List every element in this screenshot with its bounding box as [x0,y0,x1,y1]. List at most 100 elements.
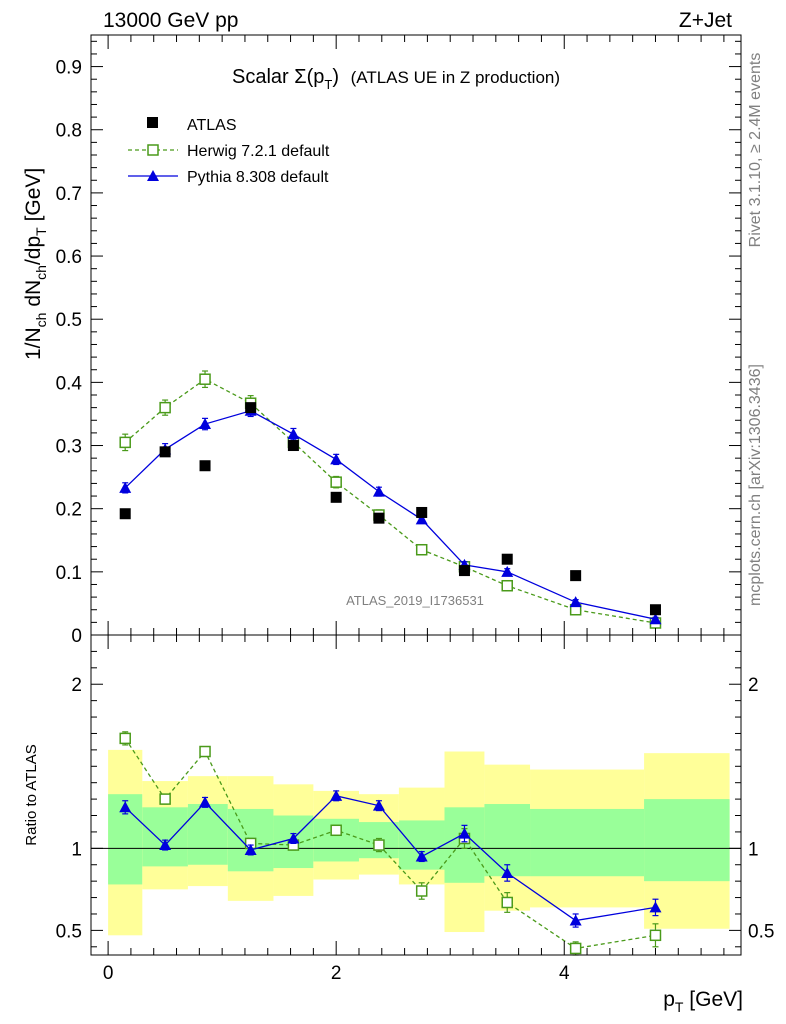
main-ytick-label: 0.1 [56,563,82,584]
main-atlas-point [159,446,171,458]
main-atlas-point [287,440,299,452]
legend-pythia-marker [147,170,159,181]
ratio-band-inner [398,820,445,870]
ratio-pythia-point [501,866,514,878]
ratio-xtick-label: 4 [559,963,570,984]
main-atlas-point [199,460,211,472]
ratio-xtick-label: 2 [331,963,342,984]
ratio-pythia-point [159,839,172,851]
main-pythia-point [415,513,428,525]
main-pythia-point [649,613,662,625]
legend-herwig-marker [147,144,159,156]
main-herwig-point [415,543,428,556]
main-ytick-label: 0.8 [56,121,82,142]
ratio-pythia-point [458,827,471,839]
main-data-marks [119,370,662,629]
main-atlas-point [570,570,582,582]
ratio-ytick-label-left: 2 [71,675,82,696]
ratio-ylabel: Ratio to ATLAS [23,744,40,845]
main-ylabel: 1/Nch dNch/dpT [GeV] [22,168,49,360]
ratio-pythia-point [372,799,385,811]
main-herwig-point [501,579,513,592]
ratio-pythia-line [124,795,656,922]
main-axis-ticks: 0 0.1 0.2 0.3 0.4 0.5 0.6 0.7 0.8 0.9 [56,35,741,647]
legend-pythia-label: Pythia 8.308 default [187,169,329,186]
main-atlas-point [119,508,131,520]
ratio-herwig-point [415,885,428,897]
main-atlas-point [245,402,257,414]
ratio-uncertainty-bands [108,749,730,936]
ratio-pythia-point [119,801,132,813]
main-pythia-line [124,410,656,620]
title-main: Scalar Σ(p [232,66,324,88]
main-herwig-point [199,373,211,385]
ratio-herwig-point [199,745,211,758]
energy-label: 13000 GeV pp [103,9,238,32]
mcplots-label: mcplots.cern.ch [arXiv:1306.3436] [747,364,764,606]
plot-title: Scalar Σ(pT) (ATLAS UE in Z production) [232,66,560,92]
ratio-axis-ticks: 0.5 0.5 1 1 2 2 0 2 4 [56,635,774,984]
ratio-band-inner [530,808,645,877]
ratio-band-inner [187,804,228,865]
ratio-herwig-point [569,942,582,955]
main-ytick-label: 0.4 [56,373,83,394]
ratio-pythia-point [244,843,257,855]
ratio-ytick-label-right: 0.5 [748,921,774,942]
main-atlas-point [649,604,661,616]
legend-atlas-marker [147,117,158,128]
main-ytick-label: 0.7 [56,184,82,205]
ratio-herwig-point [119,732,131,745]
xlabel-main: p [663,988,675,1011]
main-atlas-point [501,553,513,565]
analysis-id: ATLAS_2019_I1736531 [346,593,484,608]
legend: ATLAS Herwig 7.2.1 default Pythia 8.308 … [128,117,330,186]
main-atlas-point [416,506,428,518]
main-pythia-point [569,596,582,608]
xlabel-rest: [GeV] [683,988,743,1011]
ratio-band-inner [142,807,188,867]
xlabel: pT [GeV] [663,988,743,1015]
ratio-data-marks [119,731,662,956]
main-ytick-label: 0.9 [56,58,82,79]
ratio-herwig-point [649,929,662,942]
main-atlas-point [373,512,385,524]
main-ytick-label: 0 [71,626,82,647]
ratio-band-inner [644,799,730,882]
ratio-herwig-point [373,839,385,851]
ratio-ytick-label-right: 2 [748,675,759,696]
main-pythia-point [372,485,385,497]
ratio-xtick-label: 0 [103,963,114,984]
ratio-ytick-label-right: 1 [748,839,759,860]
main-pythia-point [330,453,343,465]
ratio-pythia-point [330,789,343,801]
ratio-frame [90,634,742,956]
ratio-pythia-point [649,901,662,913]
ratio-ytick-label-left: 1 [71,839,82,860]
title-subscript: T [324,77,332,92]
main-panel: 0 0.1 0.2 0.3 0.4 0.5 0.6 0.7 0.8 0.9 Scalar Σ(pT… [22,34,742,647]
title-rest: (ATLAS UE in Z production) [351,68,560,87]
ratio-pythia-point [415,850,428,862]
main-herwig-point [330,476,342,488]
title-close: ) [332,66,339,88]
main-pythia-point [199,418,212,430]
main-pythia-point [501,565,514,577]
main-ytick-label: 0.5 [56,310,82,331]
ratio-pythia-point [569,914,582,926]
main-herwig-point [119,436,131,449]
legend-herwig-label: Herwig 7.2.1 default [187,143,330,160]
main-herwig-point [159,401,171,414]
ratio-pythia-point [199,796,212,808]
ratio-herwig-point [330,824,342,837]
main-atlas-point [330,491,342,503]
main-pythia-point [287,428,300,440]
rivet-version-label: Rivet 3.1.10, ≥ 2.4M events [747,53,764,248]
legend-atlas-label: ATLAS [187,117,237,134]
ratio-herwig-line [124,738,656,950]
main-herwig-line [124,378,656,624]
main-ytick-label: 0.6 [56,247,82,268]
ratio-ytick-label-left: 0.5 [56,921,82,942]
main-ytick-label: 0.3 [56,437,82,458]
main-atlas-point [458,565,470,577]
main-pythia-point [119,481,132,493]
